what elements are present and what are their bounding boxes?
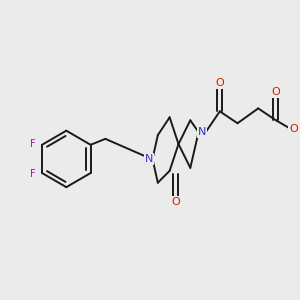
Text: F: F bbox=[30, 139, 35, 149]
Text: O: O bbox=[272, 87, 280, 97]
Text: N: N bbox=[198, 127, 206, 137]
Text: O: O bbox=[289, 124, 298, 134]
Text: O: O bbox=[215, 78, 224, 88]
Text: N: N bbox=[145, 154, 153, 164]
Text: O: O bbox=[171, 197, 180, 207]
Text: F: F bbox=[30, 169, 35, 179]
